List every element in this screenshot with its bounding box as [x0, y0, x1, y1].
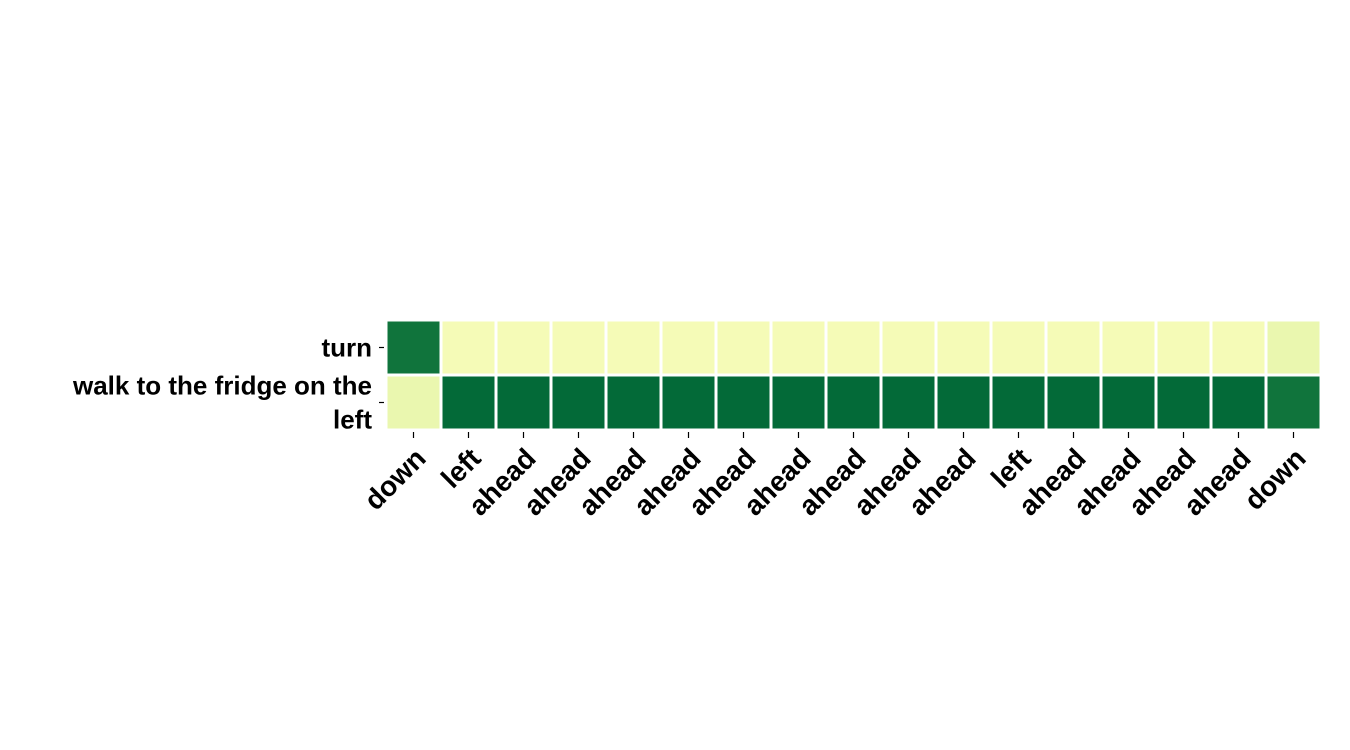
heatmap-cell	[442, 376, 495, 429]
heatmap-cell	[1157, 376, 1210, 429]
x-axis: down leftaheadaheadaheadaheadaheadaheadah…	[358, 432, 1312, 521]
heatmap-cell	[442, 321, 495, 374]
heatmap-cell	[1047, 321, 1100, 374]
heatmap-cell	[1102, 321, 1155, 374]
heatmap-cells	[387, 321, 1320, 429]
heatmap-cell	[992, 376, 1045, 429]
heatmap-cell	[827, 376, 880, 429]
heatmap-cell	[1157, 321, 1210, 374]
y-axis: turn walk to the fridge on the left	[72, 333, 384, 435]
heatmap-cell	[662, 376, 715, 429]
heatmap-cell	[772, 321, 825, 374]
y-tick-label: walk to the fridge on the left	[72, 371, 372, 435]
heatmap-cell	[717, 376, 770, 429]
x-tick-label: down	[1238, 442, 1312, 516]
heatmap-cell	[882, 321, 935, 374]
x-tick-label: down	[358, 442, 432, 516]
heatmap-cell	[662, 321, 715, 374]
heatmap-cell	[552, 321, 605, 374]
heatmap-cell	[937, 321, 990, 374]
heatmap-cell	[497, 321, 550, 374]
heatmap-cell	[937, 376, 990, 429]
heatmap-cell	[717, 321, 770, 374]
heatmap-cell	[552, 376, 605, 429]
heatmap-cell	[992, 321, 1045, 374]
heatmap-cell	[1212, 321, 1265, 374]
heatmap-cell	[497, 376, 550, 429]
heatmap-cell	[882, 376, 935, 429]
heatmap-cell	[387, 321, 440, 374]
heatmap-cell	[1267, 376, 1320, 429]
heatmap-cell	[1047, 376, 1100, 429]
heatmap-cell	[387, 376, 440, 429]
heatmap-cell	[772, 376, 825, 429]
heatmap-cell	[607, 376, 660, 429]
heatmap-cell	[1102, 376, 1155, 429]
heatmap-cell	[1267, 321, 1320, 374]
y-tick-label: turn	[321, 333, 372, 363]
heatmap-cell	[607, 321, 660, 374]
heatmap-cell	[827, 321, 880, 374]
heatmap-cell	[1212, 376, 1265, 429]
